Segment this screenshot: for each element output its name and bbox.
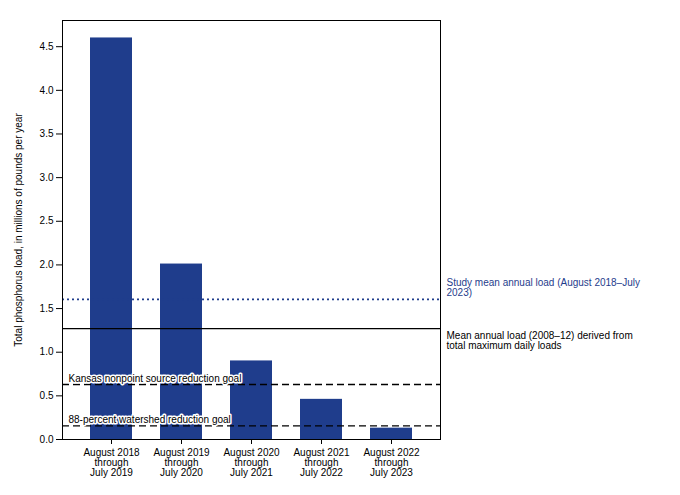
svg-text:2.0: 2.0 [40, 259, 54, 270]
svg-text:August 2019throughJuly 2020: August 2019throughJuly 2020 [153, 447, 210, 478]
svg-text:August 2020throughJuly 2021: August 2020throughJuly 2021 [223, 447, 280, 478]
svg-text:Study mean annual load (August: Study mean annual load (August 2018–July… [447, 277, 640, 298]
svg-text:August 2018throughJuly 2019: August 2018throughJuly 2019 [83, 447, 140, 478]
svg-text:Mean annual load (2008–12) der: Mean annual load (2008–12) derived fromt… [447, 330, 633, 351]
svg-text:1.5: 1.5 [40, 303, 54, 314]
svg-text:3.0: 3.0 [40, 172, 54, 183]
svg-text:Kansas nonpoint source reducti: Kansas nonpoint source reduction goal [69, 373, 242, 384]
svg-text:Total phosphorus load, in mill: Total phosphorus load, in millions of po… [13, 113, 24, 347]
svg-text:3.5: 3.5 [40, 128, 54, 139]
svg-text:August 2022throughJuly 2023: August 2022throughJuly 2023 [363, 447, 420, 478]
svg-text:1.0: 1.0 [40, 346, 54, 357]
svg-text:88-percent watershed reduction: 88-percent watershed reduction goal [69, 414, 231, 425]
svg-text:4.0: 4.0 [40, 85, 54, 96]
svg-text:0.5: 0.5 [40, 390, 54, 401]
svg-text:0.0: 0.0 [40, 434, 54, 445]
svg-text:August 2021throughJuly 2022: August 2021throughJuly 2022 [293, 447, 350, 478]
svg-text:2.5: 2.5 [40, 215, 54, 226]
svg-text:4.5: 4.5 [40, 41, 54, 52]
